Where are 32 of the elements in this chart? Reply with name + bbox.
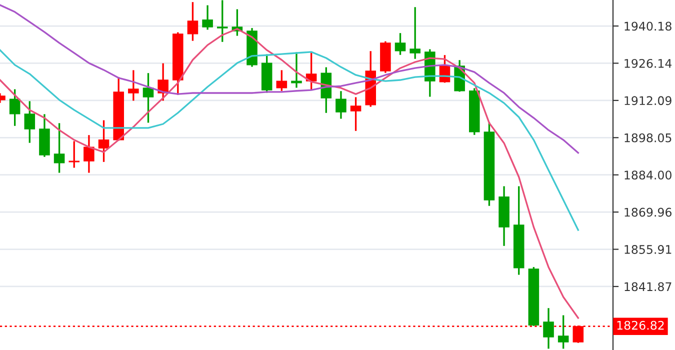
ref-line-label: 1826.82 xyxy=(617,320,664,330)
candlestick xyxy=(54,123,65,173)
candlestick xyxy=(202,5,213,30)
y-tick-label: 1884.00 xyxy=(624,170,672,180)
line-series xyxy=(0,49,579,231)
y-tick-label: 1912.09 xyxy=(624,96,672,106)
candlestick xyxy=(394,33,406,55)
candlestick xyxy=(158,63,168,101)
candlestick xyxy=(410,7,420,59)
candlestick xyxy=(291,52,302,88)
y-tick-label: 1898.05 xyxy=(624,133,672,142)
y-tick-label: 1869.96 xyxy=(624,208,672,217)
y-tick-label: 1841.87 xyxy=(624,282,672,292)
candlestick xyxy=(216,0,228,42)
candlestick xyxy=(558,315,569,349)
y-tick-label: 1940.18 xyxy=(624,22,672,31)
candlestick xyxy=(543,308,554,349)
candlestick xyxy=(98,120,110,162)
candlestick xyxy=(336,91,346,119)
line-series xyxy=(0,4,579,154)
candlestick xyxy=(276,70,288,91)
y-tick-label: 1926.14 xyxy=(624,58,672,68)
y-tick-label: 1855.91 xyxy=(624,245,672,254)
candlestick xyxy=(24,101,36,143)
candlestick xyxy=(128,70,139,101)
candlestick xyxy=(84,135,94,173)
line-series xyxy=(0,28,579,319)
candlestick xyxy=(187,2,198,41)
candlestick xyxy=(68,141,80,168)
candlestick xyxy=(350,97,362,131)
candlestick xyxy=(142,73,154,123)
candlestick xyxy=(9,89,20,126)
